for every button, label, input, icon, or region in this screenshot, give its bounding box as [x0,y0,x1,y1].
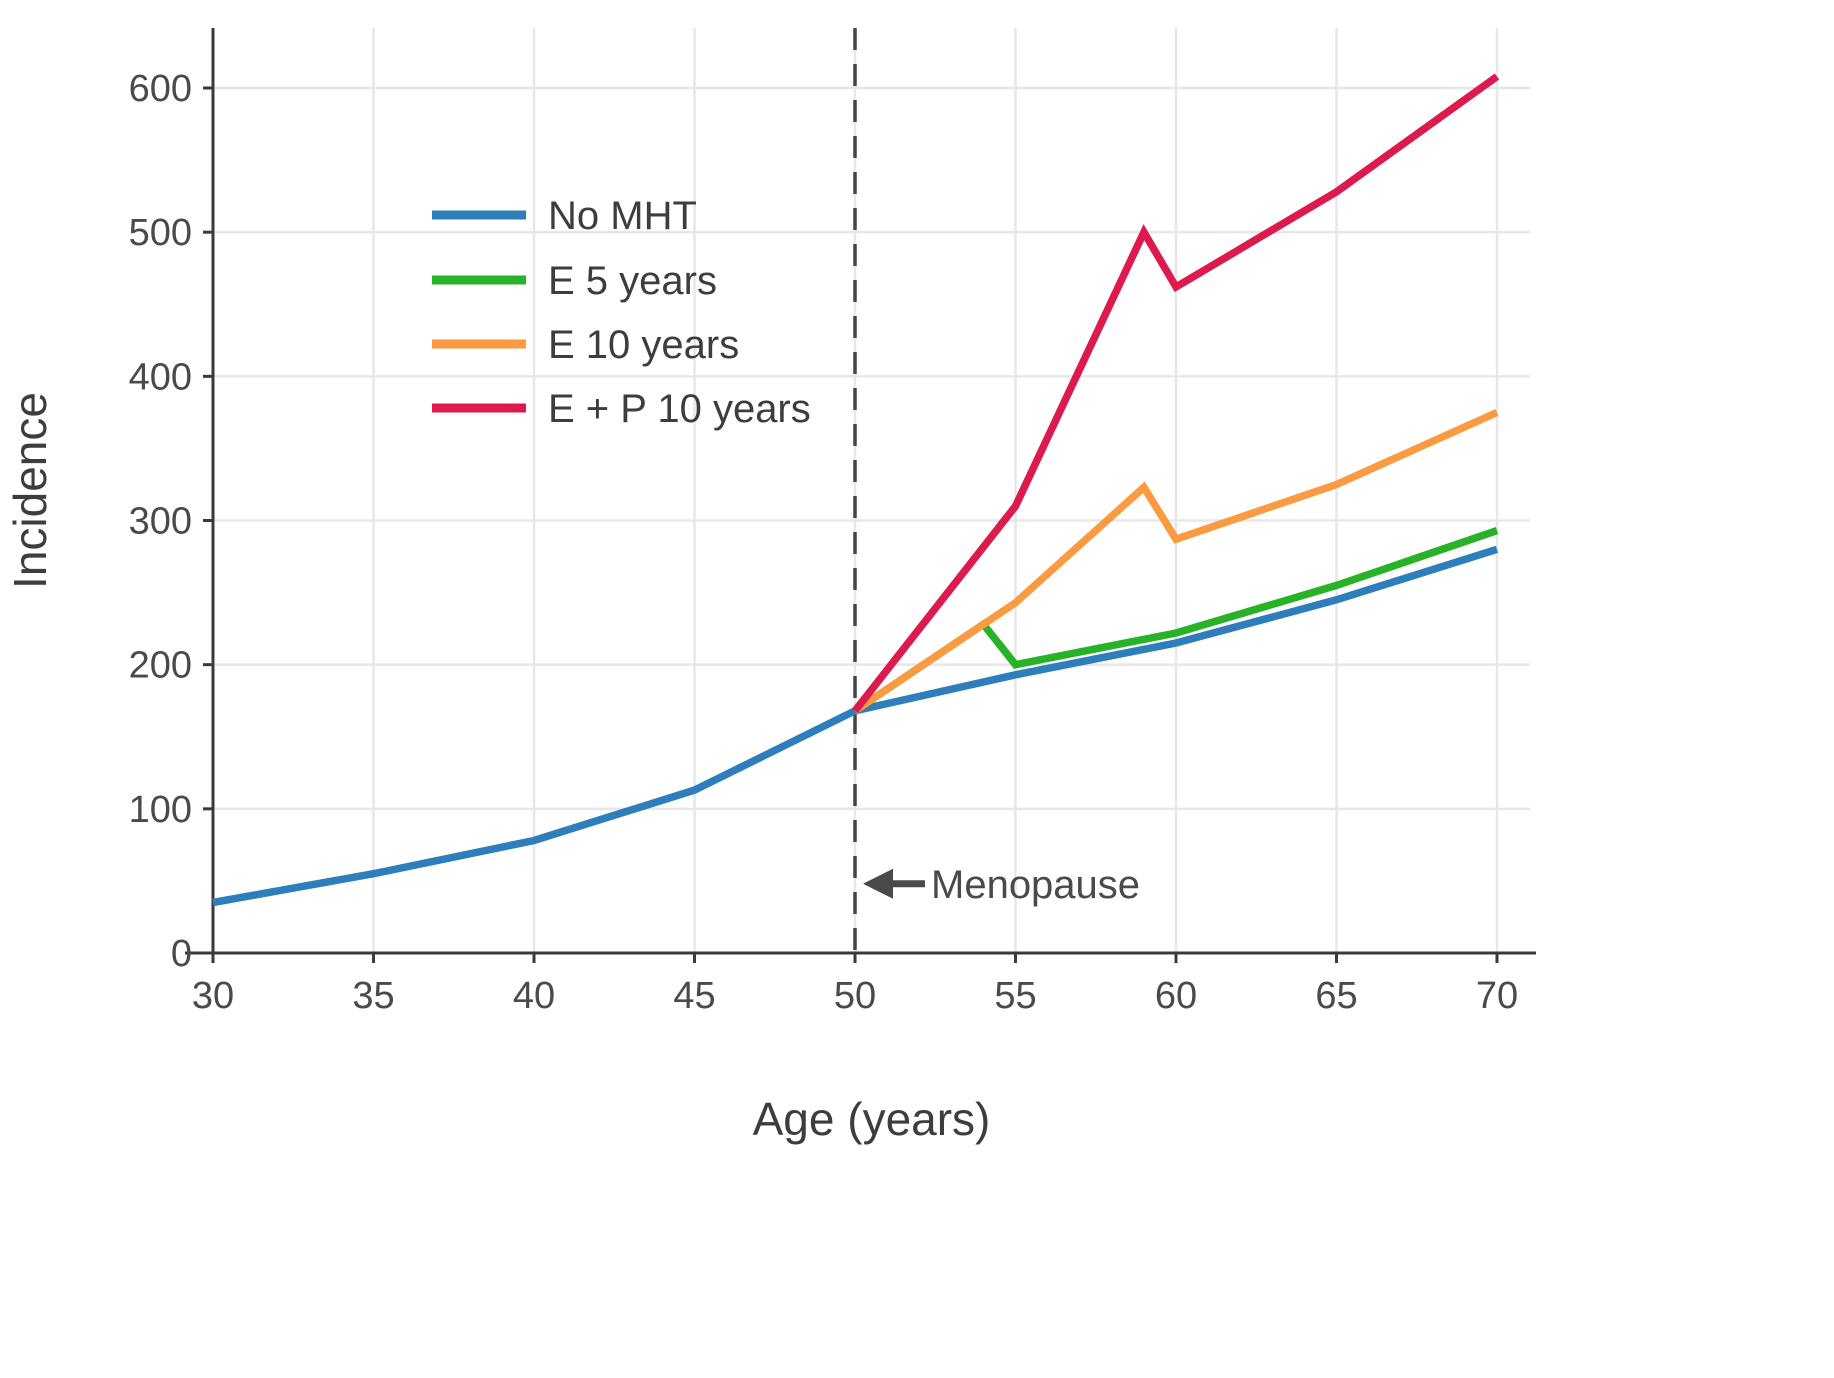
y-tick-label-3: 300 [129,501,192,543]
gridlines [211,28,1530,955]
x-tick-label-2: 40 [513,975,555,1017]
y-tick-label-1: 100 [129,789,192,831]
y-tick-label-5: 500 [129,212,192,254]
x-tick-label-4: 50 [834,975,876,1017]
legend: No MHT E 5 years E 10 years E + P 10 years [432,194,811,431]
x-tick-label-8: 70 [1476,975,1518,1017]
menopause-annotation: Menopause [863,863,1140,907]
x-tick-label-1: 35 [352,975,394,1017]
y-axis-title: Incidence [4,392,56,589]
legend-label-0: No MHT [548,194,697,238]
annotation-arrow-head [863,868,893,899]
y-tick-label-2: 200 [129,645,192,687]
x-axis-title: Age (years) [753,1093,991,1145]
x-tick-label-3: 45 [673,975,715,1017]
x-tick-label-5: 55 [994,975,1036,1017]
legend-item-0: No MHT [432,194,697,238]
y-tick-label-4: 400 [129,356,192,398]
legend-label-2: E 10 years [548,323,739,367]
annotation-label: Menopause [931,863,1140,907]
legend-item-3: E + P 10 years [432,387,811,431]
x-tick-label-0: 30 [192,975,234,1017]
legend-item-1: E 5 years [432,259,717,303]
y-tick-label-6: 600 [129,68,192,110]
legend-label-3: E + P 10 years [548,387,811,431]
legend-label-1: E 5 years [548,259,717,303]
series-lines [212,73,1500,907]
legend-item-2: E 10 years [432,323,739,367]
x-tick-label-6: 60 [1155,975,1197,1017]
y-tick-label-0: 0 [171,933,192,975]
axes: 30 35 40 45 50 55 60 65 70 0 100 200 300 400 500 600 [129,28,1536,1017]
series-line-2-e-10-years [852,408,1499,714]
series-line-3-e-p-10-years [852,73,1500,714]
x-tick-label-7: 65 [1315,975,1357,1017]
